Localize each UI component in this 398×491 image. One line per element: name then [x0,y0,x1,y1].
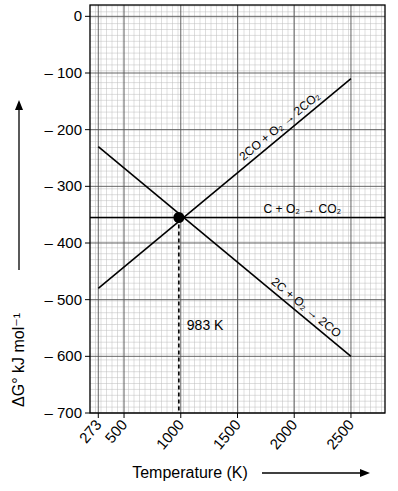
minor-grid [348,5,349,413]
minor-grid [183,5,184,413]
minor-grid [139,5,140,413]
paper-texture [90,5,385,413]
minor-grid [343,5,344,413]
line-labels: 2CO + O₂ → 2CO₂ C + O₂ → CO₂ 2C + O₂ → 2CO [236,89,343,341]
x-axis-label: Temperature (K) [132,464,248,481]
x-grid-line [350,5,351,413]
minor-grid [134,5,135,413]
minor-grid [150,5,151,413]
y-arrowhead [15,100,23,110]
y-tick [85,129,90,130]
y-tick-label: – 100 [44,64,82,81]
minor-grid [238,5,239,413]
minor-grid [189,5,190,413]
minor-grid [95,5,96,413]
intersection-point [173,212,184,223]
x-tick [294,413,295,418]
y-tick [85,186,90,187]
series-line [98,147,351,357]
series-label: C + O₂ → CO₂ [264,202,342,216]
x-tick-label: 1500 [209,416,243,452]
y-axis-label: ΔG° kJ mol⁻¹ [10,313,27,407]
x-grid-line [124,5,125,413]
minor-grid [244,5,245,413]
x-tick [180,413,181,418]
annotation-label: 983 K [187,317,224,333]
y-tick [85,16,90,17]
minor-grid [233,5,234,413]
minor-grid [112,5,113,413]
minor-grid [106,5,107,413]
y-tick-label: – 300 [44,177,82,194]
minor-grid [249,5,250,413]
minor-grid [200,5,201,413]
minor-grid [161,5,162,413]
minor-grid [167,5,168,413]
y-tick-label: – 400 [44,234,82,251]
x-tick [98,413,99,418]
minor-grid [365,5,366,413]
data-lines [90,79,385,413]
minor-grid [381,5,382,413]
minor-grid [227,5,228,413]
minor-grid [205,5,206,413]
minor-grid [178,5,179,413]
y-tick [85,356,90,357]
minor-grid [145,5,146,413]
minor-grid [370,5,371,413]
minor-grid [359,5,360,413]
x-tick-label: 2000 [266,416,300,452]
x-tick [124,413,125,418]
minor-grid [260,5,261,413]
series-line [98,79,351,289]
minor-grid [216,5,217,413]
minor-grid [101,5,102,413]
plot-frame [90,5,385,413]
series-label: 2C + O₂ → 2CO [268,275,343,341]
y-tick [85,73,90,74]
y-tick-label: – 500 [44,291,82,308]
x-arrowhead [360,469,370,477]
minor-grid [354,5,355,413]
y-tick-label: 0 [74,7,82,24]
minor-grid [128,5,129,413]
y-tick-label: – 200 [44,121,82,138]
major-grid [85,5,385,418]
x-tick [350,413,351,418]
x-grid-line [237,5,238,413]
x-grid-line [98,5,99,413]
minor-grid [222,5,223,413]
series-label: 2CO + O₂ → 2CO₂ [236,89,322,164]
y-tick [85,299,90,300]
series-line [90,217,385,219]
minor-grid [156,5,157,413]
y-tick [85,413,90,414]
y-tick-label: – 600 [44,347,82,364]
y-tick-label: – 700 [44,404,82,421]
x-grid-line [180,5,181,413]
x-tick-label: 1000 [153,416,187,452]
drop-line [178,218,180,414]
minor-grid [255,5,256,413]
minor-grid [123,5,124,413]
minor-grid [211,5,212,413]
x-tick-label: 273 [75,416,104,446]
chart: 0 – 100 – 200 – 300 – 400 – 500 – 600 – 7002735… [0,0,398,491]
minor-grid [117,5,118,413]
x-tick-label: 2500 [323,416,357,452]
minor-grid [376,5,377,413]
y-tick [85,243,90,244]
x-tick [237,413,238,418]
x-arrow [262,472,362,473]
y-arrow [18,108,19,270]
x-tick-label: 500 [101,416,130,446]
